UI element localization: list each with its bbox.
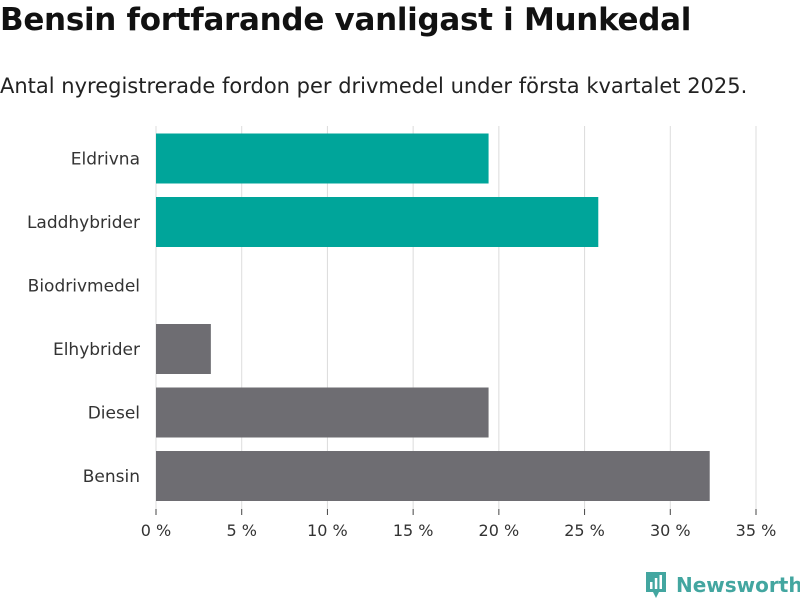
category-labels: Eldrivna Laddhybrider Biodrivmedel Elhybrid… bbox=[27, 150, 140, 488]
bar bbox=[156, 197, 599, 247]
category-label: Biodrivmedel bbox=[28, 277, 140, 297]
x-tick-label: 0 % bbox=[141, 521, 171, 540]
bar bbox=[156, 133, 489, 184]
bar bbox=[156, 324, 211, 374]
x-tick-label: 30 % bbox=[650, 521, 691, 540]
brand-logo: Newsworthy bbox=[644, 570, 800, 600]
bar bbox=[156, 451, 710, 501]
x-tick-label: 5 % bbox=[226, 521, 256, 540]
chart-title: Bensin fortfarande vanligast i Munkedal bbox=[0, 2, 692, 38]
chart-subtitle: Antal nyregistrerade fordon per drivmede… bbox=[0, 74, 748, 98]
newsworthy-logo-icon bbox=[646, 572, 666, 598]
x-tick-label: 15 % bbox=[393, 521, 434, 540]
x-axis: 0 % 5 % 10 % 15 % 20 % 25 % 30 % 35 % bbox=[141, 509, 777, 540]
x-tick-label: 35 % bbox=[736, 521, 777, 540]
x-tick-label: 25 % bbox=[564, 521, 605, 540]
category-label: Diesel bbox=[88, 404, 140, 424]
category-label: Laddhybrider bbox=[27, 213, 140, 233]
category-label: Elhybrider bbox=[53, 340, 140, 360]
x-tick-label: 10 % bbox=[307, 521, 348, 540]
brand-name: Newsworthy bbox=[676, 573, 800, 597]
category-label: Eldrivna bbox=[71, 150, 140, 170]
gridlines bbox=[155, 126, 757, 509]
bars bbox=[156, 133, 710, 501]
category-label: Bensin bbox=[83, 467, 140, 487]
x-tick-label: 20 % bbox=[479, 521, 520, 540]
bar bbox=[156, 387, 489, 438]
